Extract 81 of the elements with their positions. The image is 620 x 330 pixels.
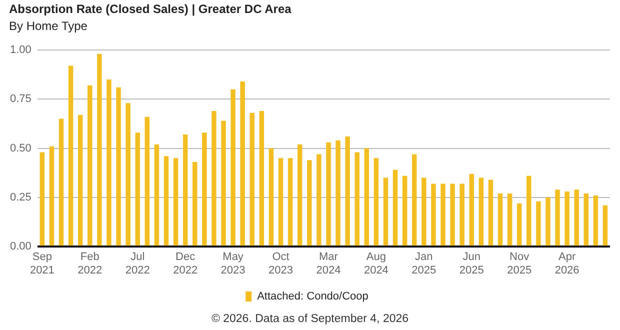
bar bbox=[192, 162, 198, 246]
bar bbox=[383, 178, 388, 246]
bar bbox=[526, 176, 532, 246]
bar bbox=[440, 184, 446, 246]
bar bbox=[288, 158, 293, 246]
bar bbox=[536, 201, 541, 246]
bar bbox=[106, 79, 112, 246]
x-tick-label: Jan 2025 bbox=[412, 251, 436, 276]
bar bbox=[116, 87, 121, 246]
bar bbox=[250, 112, 254, 246]
bar bbox=[584, 194, 589, 246]
bar bbox=[336, 140, 340, 246]
bar bbox=[431, 184, 436, 246]
bar bbox=[212, 110, 216, 246]
bar bbox=[49, 146, 54, 246]
bar bbox=[354, 152, 360, 246]
bar bbox=[412, 154, 417, 246]
bar bbox=[326, 142, 331, 246]
bar bbox=[154, 144, 160, 246]
y-tick-label: 0.75 bbox=[10, 93, 32, 106]
x-tick-label: Dec 2022 bbox=[173, 251, 198, 276]
bar bbox=[507, 194, 512, 246]
bar bbox=[278, 158, 284, 246]
bar bbox=[555, 190, 560, 246]
bar bbox=[498, 194, 503, 246]
bar bbox=[58, 118, 64, 246]
bar bbox=[488, 180, 494, 246]
bar bbox=[97, 54, 102, 246]
bar bbox=[364, 148, 370, 246]
bar bbox=[297, 144, 302, 246]
y-tick-label: 0.50 bbox=[10, 142, 32, 154]
bar bbox=[68, 66, 74, 246]
x-tick-label: Oct 2023 bbox=[268, 251, 293, 276]
bar bbox=[182, 134, 188, 246]
bar bbox=[307, 160, 312, 246]
x-tick-label: Sep 2021 bbox=[30, 251, 54, 276]
bar bbox=[345, 136, 350, 246]
x-tick-label: Mar 2024 bbox=[316, 251, 341, 276]
bar bbox=[164, 156, 169, 246]
x-tick-label: Aug 2024 bbox=[364, 251, 388, 276]
bar bbox=[126, 103, 130, 246]
bar bbox=[460, 184, 464, 246]
bar bbox=[173, 158, 178, 246]
bar bbox=[240, 81, 245, 246]
legend-label: Attached: Condo/Coop bbox=[257, 290, 368, 303]
bar bbox=[564, 192, 570, 246]
bar bbox=[469, 174, 474, 246]
x-tick-label: Feb 2022 bbox=[78, 251, 102, 276]
bar bbox=[478, 178, 484, 246]
bar bbox=[40, 152, 45, 246]
bar bbox=[230, 89, 236, 246]
chart-subtitle: By Home Type bbox=[9, 19, 88, 33]
bar bbox=[135, 132, 140, 246]
bar bbox=[78, 114, 83, 246]
x-tick-label: Jul 2022 bbox=[125, 251, 150, 276]
bar bbox=[221, 120, 226, 246]
x-tick-label: Nov 2025 bbox=[507, 251, 532, 276]
bar bbox=[602, 205, 608, 246]
bar bbox=[546, 197, 550, 246]
x-tick-label: Apr 2026 bbox=[554, 251, 580, 276]
bar bbox=[259, 110, 264, 246]
bar bbox=[268, 148, 274, 246]
bar bbox=[402, 176, 408, 246]
bar bbox=[202, 132, 207, 246]
y-tick-label: 1.00 bbox=[10, 44, 32, 56]
bar bbox=[593, 195, 598, 246]
bar bbox=[374, 158, 379, 246]
x-tick-label: Jun 2025 bbox=[459, 251, 484, 276]
bar bbox=[422, 178, 426, 246]
bar bbox=[450, 184, 455, 246]
bar bbox=[392, 170, 398, 246]
bar bbox=[88, 85, 92, 246]
bar bbox=[316, 154, 322, 246]
y-tick-label: 0.25 bbox=[10, 191, 32, 204]
bar bbox=[516, 203, 522, 246]
text: © 2026. Data as of September 4, 2026 bbox=[210, 313, 410, 325]
chart-title: Absorption Rate (Closed Sales) | Greater DC Area bbox=[9, 2, 292, 16]
y-tick-label: 0.00 bbox=[10, 240, 32, 253]
bar bbox=[574, 190, 579, 246]
x-tick-label: May 2023 bbox=[220, 251, 246, 276]
bar bbox=[144, 116, 150, 246]
